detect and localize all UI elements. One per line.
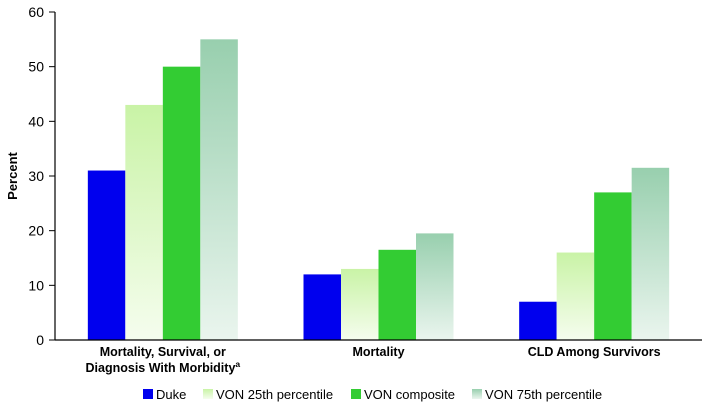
y-tick-label: 40 — [28, 113, 44, 129]
legend-label: Duke — [156, 387, 186, 402]
bar — [556, 252, 595, 340]
y-axis-label: Percent — [5, 151, 20, 199]
y-tick-label: 20 — [28, 223, 44, 239]
legend-label: VON composite — [364, 387, 455, 402]
bar — [594, 192, 632, 340]
y-tick-label: 50 — [28, 59, 44, 75]
legend: Duke VON 25th percentile VON composite VON … — [143, 387, 602, 402]
category-label: Mortality — [352, 345, 404, 359]
bar — [378, 249, 416, 340]
category-label: CLD Among Survivors — [528, 345, 661, 359]
bar — [200, 39, 238, 340]
category-label: Mortality, Survival, or Diagnosis With Mo… — [86, 345, 241, 375]
legend-swatch — [351, 389, 361, 399]
legend-swatch — [143, 389, 153, 399]
category-labels: Mortality, Survival, or Diagnosis With Mo… — [86, 345, 661, 375]
legend-swatch — [472, 389, 482, 399]
y-tick-label: 60 — [28, 4, 44, 20]
legend-label: VON 25th percentile — [216, 387, 333, 402]
bar — [303, 274, 341, 340]
bar — [631, 167, 670, 340]
axes — [54, 12, 702, 341]
bar — [87, 170, 126, 340]
bar — [341, 268, 379, 340]
bar — [125, 104, 163, 340]
legend-label: VON 75th percentile — [485, 387, 602, 402]
legend-swatch — [203, 389, 213, 399]
bar — [519, 301, 557, 340]
bar — [162, 66, 201, 341]
bars — [87, 39, 670, 341]
bar — [416, 233, 454, 340]
y-tick-label: 30 — [28, 168, 44, 184]
y-tick-label: 0 — [36, 332, 44, 348]
y-axis-ticks: 0 10 20 30 40 50 60 — [28, 4, 55, 348]
y-tick-label: 10 — [28, 277, 44, 293]
